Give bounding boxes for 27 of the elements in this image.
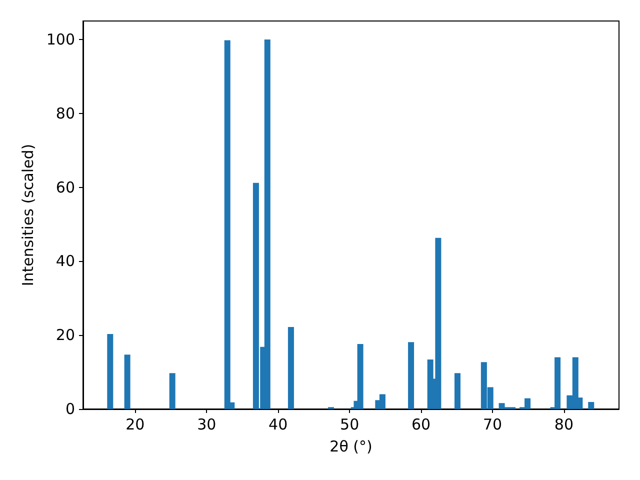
x-tick-label: 70 <box>482 416 502 434</box>
x-axis-title: 2θ (°) <box>330 438 372 456</box>
bar <box>357 344 364 409</box>
y-tick-label: 40 <box>56 252 75 270</box>
bar <box>224 40 230 409</box>
bar <box>288 326 294 409</box>
y-tick-label: 20 <box>56 326 75 344</box>
bar <box>107 334 114 409</box>
y-axis-title: Intensities (scaled) <box>18 144 37 286</box>
bar <box>379 394 386 409</box>
bar <box>264 39 270 409</box>
x-tick-label: 80 <box>554 416 574 434</box>
x-tick-label: 20 <box>126 416 145 434</box>
x-tick-label: 60 <box>411 416 431 434</box>
x-tick-label: 50 <box>340 416 360 434</box>
bar <box>454 373 460 409</box>
bar <box>124 354 130 409</box>
bar <box>554 357 561 409</box>
bar <box>408 342 414 409</box>
x-tick-label: 30 <box>197 416 216 434</box>
y-tick-label: 80 <box>56 104 75 122</box>
y-tick-label: 100 <box>46 30 75 48</box>
y-tick-label: 0 <box>65 400 75 418</box>
bar <box>169 373 176 409</box>
x-tick-label: 40 <box>268 416 288 434</box>
y-tick-label: 60 <box>56 178 75 196</box>
bar <box>588 402 594 409</box>
